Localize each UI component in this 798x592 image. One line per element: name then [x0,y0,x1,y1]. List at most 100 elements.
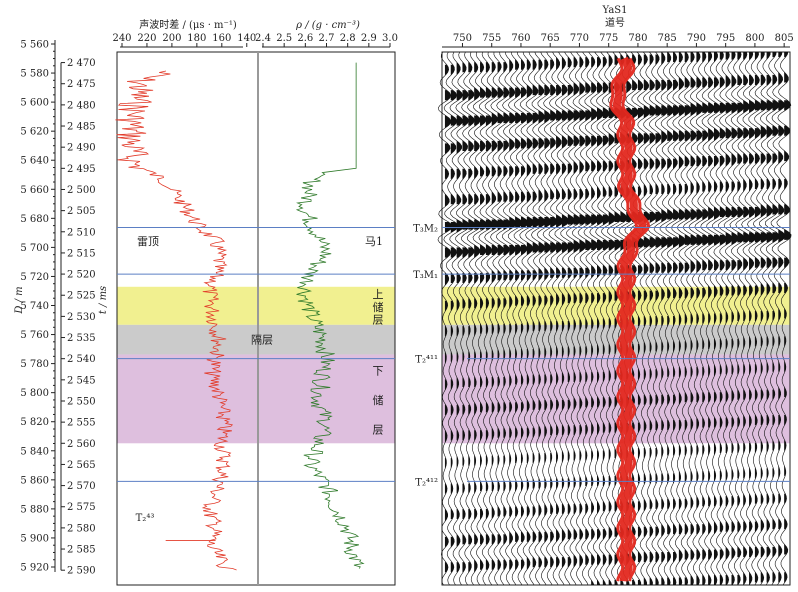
annotation-bottom: T₂⁴³ [136,513,155,524]
seismic-trace-fill [520,323,523,334]
seismic-trace-fill [532,321,535,332]
seismic-trace-fill [474,534,478,545]
seismic-tick-label: 765 [541,33,560,44]
depth-tick-label: 5 840 [20,446,49,457]
seismic-trace-fill [602,450,605,461]
seismic-trace-fill [708,338,710,349]
seismic-trace-fill [719,496,723,507]
seismic-trace-fill [684,577,688,585]
seismic-trace-fill [532,59,537,70]
seismic-trace-fill [743,128,750,139]
seismic-trace-fill [573,346,576,357]
seismic-trace-fill [743,364,746,375]
seismic-trace-fill [696,260,701,273]
horizon-label-3: T₂⁴¹¹ [415,355,438,366]
seismic-trace-fill [766,153,772,164]
seismic-trace-fill [474,508,478,520]
seismic-trace-fill [637,265,643,276]
seismic-trace-fill [690,366,693,377]
seismic-trace-fill [643,183,647,197]
seismic-trace-fill [497,62,502,73]
time-tick-label: 2 500 [67,185,96,196]
seismic-trace-fill [503,506,507,517]
seismic-trace-fill [532,138,539,149]
seismic-trace-fill [573,267,578,278]
seismic-trace-fill [538,321,541,332]
seismic-trace-fill [561,214,569,228]
seismic-trace-fill [579,267,584,278]
seismic-trace-fill [743,493,746,507]
seismic-trace-fill [526,138,533,149]
seismic-trace-fill [561,450,564,464]
depth-tick-label: 5 780 [20,359,49,370]
seismic-trace-fill [491,455,494,466]
seismic-trace-fill [550,531,554,542]
seismic-trace-fill [544,216,552,228]
seismic-trace-fill [515,59,519,70]
seismic-trace-fill [667,79,673,91]
seismic-trace-fill [778,125,785,136]
seismic-trace-fill [766,414,770,426]
seismic-trace-fill [678,366,681,377]
seismic-trace-fill [667,315,670,327]
seismic-trace-fill [678,524,683,535]
seismic-trace-fill [667,341,669,352]
seismic-trace-fill [772,389,775,400]
seismic-trace-fill [468,140,474,151]
seismic-trace-fill [456,404,460,415]
seismic-trace-fill [503,480,506,492]
seismic-trace-fill [567,293,571,304]
seismic-trace-fill [474,62,478,73]
seismic-trace-fill [614,526,618,537]
seismic-trace-fill [643,158,649,169]
seismic-trace-fill [684,470,687,481]
seismic-trace-fill [673,366,675,377]
seismic-trace-fill [520,244,528,256]
seismic-trace-fill [725,310,728,324]
seismic-trace-fill [491,559,495,570]
depth-tick-label: 5 920 [20,563,49,574]
seismic-trace-fill [526,557,530,570]
seismic-trace-fill [661,366,664,380]
time-tick-label: 2 570 [67,481,96,492]
sonic-tick-label: 180 [187,33,206,44]
seismic-trace-fill [573,189,578,200]
seismic-trace-fill [702,574,706,585]
seismic-trace-fill [526,242,534,256]
seismic-trace-fill [515,323,518,334]
seismic-trace-fill [702,181,706,192]
seismic-trace-fill [614,422,617,433]
seismic-trace-fill [719,442,722,454]
seismic-trace-fill [544,453,547,464]
seismic-trace-fill [585,214,593,225]
seismic-trace-fill [749,310,752,322]
seismic-trace-fill [678,156,684,169]
seismic-trace-fill [719,521,723,532]
depth-tick-label: 5 700 [20,243,49,254]
seismic-trace-fill [556,267,561,278]
seismic-trace-fill [661,473,664,484]
seismic-trace-fill [491,87,498,98]
seismic-trace-fill [526,112,534,124]
seismic-trace-fill [690,549,695,560]
seismic-trace-fill [538,84,544,96]
seismic-trace-fill [456,455,459,469]
seismic-trace-fill [637,133,644,144]
seismic-trace-fill [497,427,500,438]
seismic-trace-fill [731,468,734,481]
seismic-trace-fill [778,519,782,530]
seismic-trace-fill [579,161,584,174]
seismic-trace-fill [503,455,505,466]
seismic-trace-fill [468,534,472,545]
zone-label-1-1: 上 [373,288,384,301]
seismic-trace-fill [708,496,711,507]
seismic-trace-fill [491,191,496,205]
seismic-trace-fill [520,402,524,413]
seismic-trace-fill [643,369,646,380]
synthetic-trace [612,56,647,582]
seismic-trace-fill [585,371,588,382]
seismic-trace-fill [456,351,459,362]
seismic-trace-fill [690,417,693,431]
seismic-trace-fill [649,290,653,301]
seismic-trace-fill [667,52,671,63]
